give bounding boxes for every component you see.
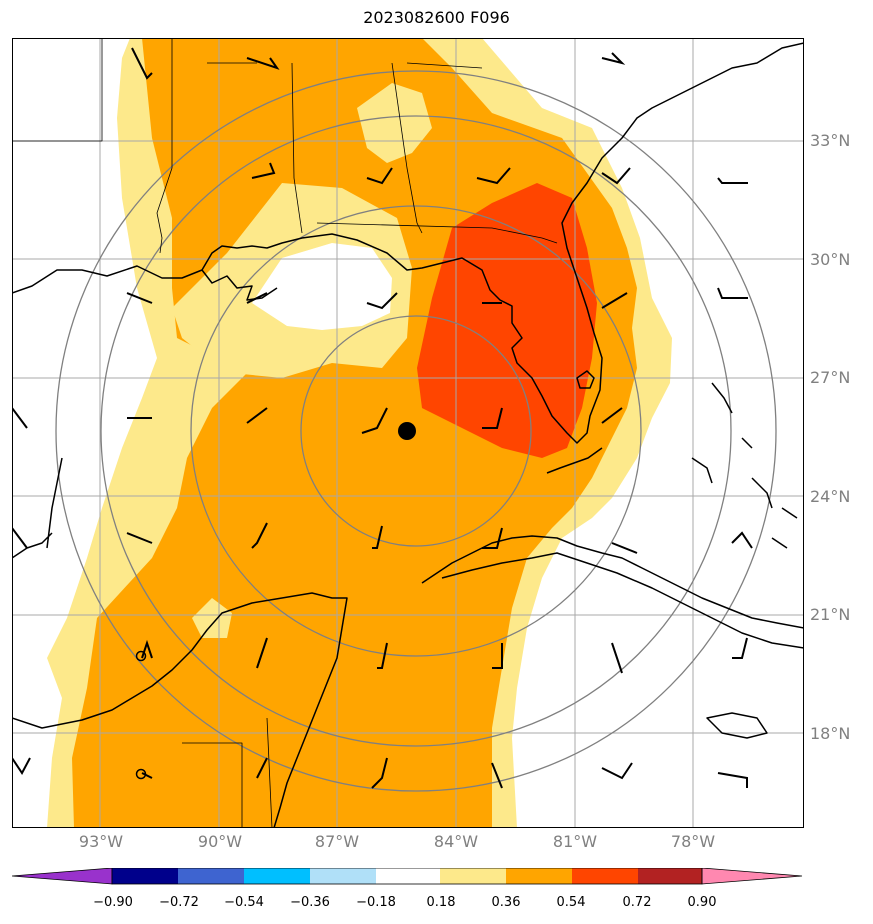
colorbar-extend-high [701,868,803,885]
colorbar-tick: 0.36 [491,895,521,910]
colorbar-tick: 0.72 [622,895,652,910]
colorbar-tick: 0.54 [556,895,586,910]
lon-label: 78°W [670,832,716,851]
lon-label: 93°W [78,832,124,851]
florida-keys [546,447,603,474]
lat-label: 33°N [810,131,851,150]
colorbar-segment [638,868,702,884]
colorbar-segment [440,868,506,884]
cuba [421,535,804,629]
wind-barbs [12,47,753,789]
lon-label: 87°W [314,832,360,851]
lat-label: 27°N [810,368,851,387]
lon-label: 90°W [197,832,243,851]
colorbar-tick: −0.36 [290,895,330,910]
colorbar-segment [244,868,310,884]
coastlines [12,38,804,828]
bahamas [691,382,798,549]
colorbar-segment [572,868,638,884]
colorbar-extend-low [12,868,113,885]
storm-center-marker [398,422,416,440]
colorbar-segment [506,868,572,884]
lat-label: 24°N [810,487,851,506]
map-panel [12,38,804,828]
figure-title: 2023082600 F096 [363,8,510,27]
colorbar [12,868,803,885]
field-white-gulf-hole [252,243,392,330]
lat-label: 18°N [810,724,851,743]
jamaica [706,712,768,739]
colorbar-tick: −0.90 [93,895,133,910]
lat-label: 30°N [810,250,851,269]
lat-label: 21°N [810,605,851,624]
cuba-south-coast [441,552,804,649]
colorbar-tick: 0.18 [426,895,456,910]
colorbar-tick: −0.18 [356,895,396,910]
colorbar-segment [376,868,440,884]
lon-label: 81°W [552,832,598,851]
lake-okeechobee [576,370,595,389]
central-america-borders [182,717,273,828]
colorbar-segment [112,868,178,884]
calm-markers [135,650,147,780]
field-yellow-bottom-right [192,598,232,638]
mexico-gulf-coast [12,457,63,559]
state-borders [12,38,558,254]
colorbar-tick: 0.90 [687,895,717,910]
colorbar-segment [310,868,376,884]
us-gulf-coast [12,42,804,444]
yucatan-coast [12,592,348,828]
mississippi-delta [201,269,278,301]
field-yellow-inner-north [357,83,432,163]
lon-label: 84°W [433,832,479,851]
range-rings [55,70,777,792]
colorbar-segment [178,868,244,884]
graticule [12,38,804,828]
colorbar-tick: −0.54 [224,895,264,910]
colorbar-tick: −0.72 [159,895,199,910]
